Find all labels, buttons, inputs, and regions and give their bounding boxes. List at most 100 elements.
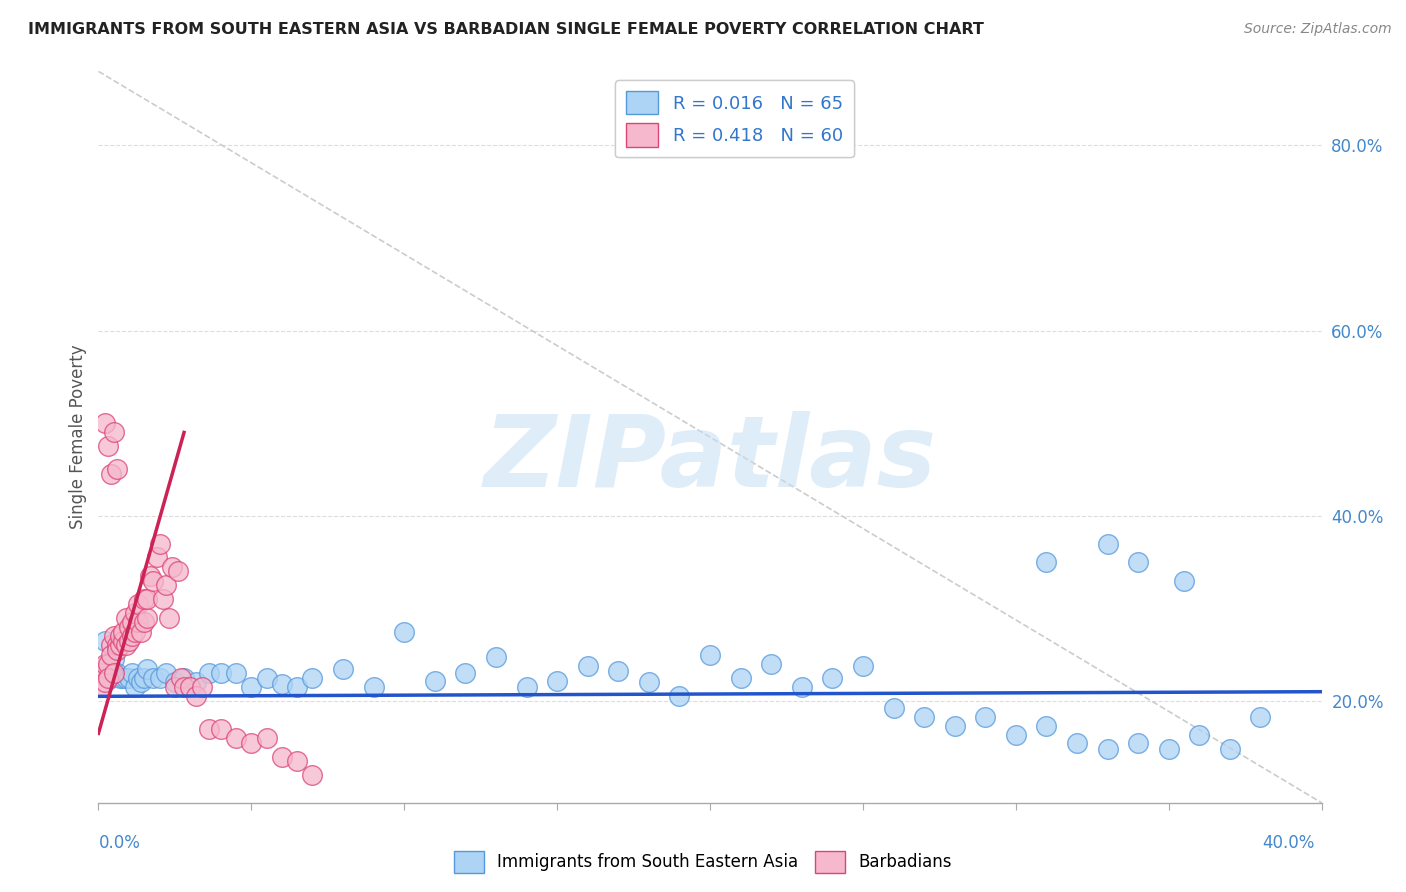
Y-axis label: Single Female Poverty: Single Female Poverty bbox=[69, 345, 87, 529]
Point bbox=[111, 624, 134, 639]
Point bbox=[93, 657, 115, 671]
Point bbox=[332, 661, 354, 675]
Point bbox=[546, 673, 568, 688]
Point bbox=[759, 657, 782, 671]
Point bbox=[173, 680, 195, 694]
Point bbox=[1249, 709, 1271, 723]
Point bbox=[136, 610, 159, 624]
Point bbox=[118, 633, 141, 648]
Point bbox=[1173, 574, 1195, 588]
Point bbox=[103, 666, 125, 681]
Point bbox=[852, 658, 875, 673]
Point bbox=[115, 639, 138, 653]
Point bbox=[149, 671, 172, 685]
Point bbox=[240, 680, 263, 694]
Point bbox=[270, 677, 292, 691]
Point bbox=[121, 615, 143, 630]
Point bbox=[1066, 736, 1088, 750]
Point bbox=[115, 671, 138, 685]
Point bbox=[149, 536, 172, 550]
Point bbox=[134, 671, 156, 685]
Point bbox=[270, 749, 292, 764]
Point bbox=[1188, 728, 1211, 742]
Point bbox=[121, 666, 143, 681]
Point bbox=[186, 690, 208, 704]
Point bbox=[136, 592, 159, 607]
Point bbox=[285, 754, 308, 768]
Point bbox=[974, 709, 997, 723]
Point bbox=[136, 661, 159, 675]
Point bbox=[127, 597, 149, 611]
Point bbox=[124, 606, 146, 620]
Point bbox=[170, 671, 193, 685]
Point bbox=[209, 722, 232, 736]
Point bbox=[423, 673, 446, 688]
Point bbox=[179, 680, 201, 694]
Point bbox=[105, 643, 128, 657]
Point bbox=[197, 666, 219, 681]
Point bbox=[163, 680, 186, 694]
Point bbox=[103, 629, 125, 643]
Point bbox=[392, 624, 416, 639]
Point bbox=[127, 671, 149, 685]
Point bbox=[699, 648, 721, 662]
Point bbox=[100, 648, 122, 662]
Point bbox=[225, 731, 247, 745]
Point bbox=[186, 675, 208, 690]
Point bbox=[197, 722, 219, 736]
Point bbox=[100, 639, 122, 653]
Legend: Immigrants from South Eastern Asia, Barbadians: Immigrants from South Eastern Asia, Barb… bbox=[447, 845, 959, 880]
Point bbox=[108, 629, 131, 643]
Point bbox=[363, 680, 385, 694]
Text: Source: ZipAtlas.com: Source: ZipAtlas.com bbox=[1244, 22, 1392, 37]
Point bbox=[134, 592, 156, 607]
Point bbox=[105, 666, 128, 681]
Point bbox=[730, 671, 752, 685]
Point bbox=[1128, 555, 1150, 569]
Point bbox=[883, 701, 905, 715]
Point bbox=[790, 680, 813, 694]
Point bbox=[454, 666, 477, 681]
Point bbox=[157, 610, 180, 624]
Point bbox=[142, 671, 165, 685]
Point bbox=[124, 680, 146, 694]
Point bbox=[121, 629, 143, 643]
Point bbox=[127, 615, 149, 630]
Point bbox=[256, 731, 278, 745]
Point bbox=[152, 592, 174, 607]
Point bbox=[118, 620, 141, 634]
Text: 40.0%: 40.0% bbox=[1263, 834, 1315, 852]
Point bbox=[111, 671, 134, 685]
Point bbox=[163, 675, 186, 690]
Point bbox=[516, 680, 538, 694]
Point bbox=[93, 675, 115, 690]
Point bbox=[90, 666, 112, 681]
Point bbox=[145, 550, 167, 565]
Point bbox=[105, 462, 128, 476]
Point bbox=[134, 615, 156, 630]
Point bbox=[155, 578, 177, 592]
Point bbox=[1219, 742, 1241, 756]
Point bbox=[637, 675, 661, 690]
Point bbox=[93, 416, 115, 430]
Text: 0.0%: 0.0% bbox=[98, 834, 141, 852]
Point bbox=[97, 439, 120, 453]
Point bbox=[97, 661, 120, 675]
Point bbox=[142, 574, 165, 588]
Point bbox=[129, 675, 152, 690]
Point bbox=[191, 680, 214, 694]
Point bbox=[100, 467, 122, 482]
Point bbox=[155, 666, 177, 681]
Point bbox=[209, 666, 232, 681]
Point bbox=[97, 657, 120, 671]
Point bbox=[1004, 728, 1026, 742]
Point bbox=[485, 649, 508, 664]
Point bbox=[821, 671, 844, 685]
Point bbox=[115, 610, 138, 624]
Legend: R = 0.016   N = 65, R = 0.418   N = 60: R = 0.016 N = 65, R = 0.418 N = 60 bbox=[616, 80, 853, 158]
Point bbox=[105, 639, 128, 653]
Point bbox=[240, 736, 263, 750]
Point bbox=[100, 671, 122, 685]
Point bbox=[118, 671, 141, 685]
Point bbox=[139, 569, 162, 583]
